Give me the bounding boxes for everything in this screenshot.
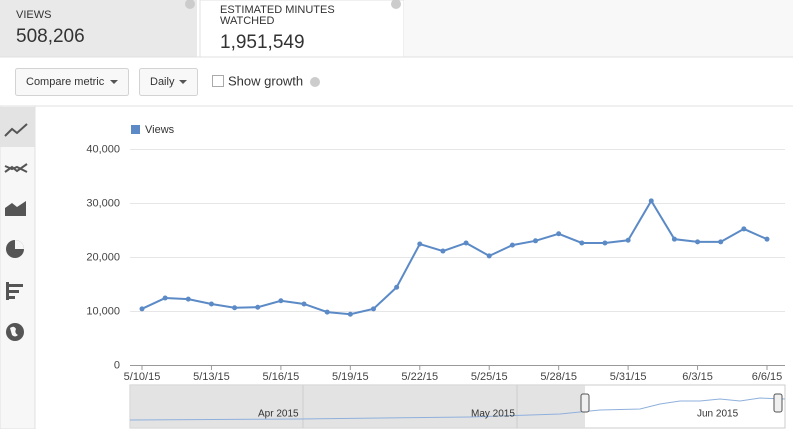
- sidebar: [0, 105, 36, 429]
- chart: 0 10,000 20,000 30,000 40,000 5/10/15 5/13/15 5…: [86, 124, 785, 383]
- metric-label: VIEWS: [16, 9, 51, 21]
- data-point: [324, 309, 330, 315]
- x-tick-label: 6/6/15: [752, 371, 783, 383]
- area-icon[interactable]: [5, 201, 26, 216]
- y-tick-label: 40,000: [86, 143, 120, 155]
- x-tick-label: 5/22/15: [401, 371, 438, 383]
- data-point: [440, 248, 446, 254]
- metric-value: 1,951,549: [220, 32, 305, 53]
- metric-label: ESTIMATED MINUTES: [220, 4, 335, 16]
- navigator-label: May 2015: [471, 409, 515, 420]
- y-tick-label: 0: [114, 359, 120, 371]
- checkbox[interactable]: [212, 75, 224, 87]
- compare-button[interactable]: [15, 68, 129, 96]
- metric-tab[interactable]: [199, 0, 405, 58]
- period-button[interactable]: [139, 68, 198, 96]
- x-tick-label: 5/16/15: [263, 371, 300, 383]
- data-point: [394, 284, 400, 290]
- data-point: [764, 236, 770, 242]
- legend-swatch: [131, 125, 140, 134]
- data-point: [463, 240, 469, 246]
- dropdown-arrow: [110, 80, 118, 84]
- data-point: [301, 301, 307, 307]
- dropdown-arrow: [179, 80, 187, 84]
- chart-type-selected[interactable]: [0, 107, 35, 147]
- navigator-handle[interactable]: [580, 393, 590, 413]
- help-icon[interactable]: [310, 77, 320, 87]
- data-point: [718, 239, 724, 245]
- x-tick-label: 5/31/15: [610, 371, 647, 383]
- data-point: [741, 226, 747, 232]
- metric-label: WATCHED: [220, 15, 274, 27]
- data-point: [255, 304, 261, 310]
- x-tick-label: 6/3/15: [682, 371, 713, 383]
- navigator-handle[interactable]: [773, 393, 783, 413]
- help-icon[interactable]: [185, 0, 195, 9]
- data-point: [625, 237, 631, 243]
- x-tick-label: 5/19/15: [332, 371, 369, 383]
- multi-line-icon[interactable]: [4, 163, 28, 173]
- data-point: [695, 239, 701, 245]
- x-tick-label: 5/10/15: [124, 371, 161, 383]
- data-point: [347, 311, 353, 317]
- data-point: [533, 238, 539, 244]
- bar-icon[interactable]: [6, 282, 23, 300]
- tab-bar-fill: [404, 0, 793, 57]
- pie-icon: [15, 240, 24, 249]
- data-point: [208, 301, 214, 307]
- y-tick-label: 20,000: [86, 251, 120, 263]
- data-point: [486, 253, 492, 259]
- navigator-mask: [130, 385, 585, 428]
- map-icon: [10, 326, 18, 337]
- data-point: [556, 231, 562, 237]
- y-tick-label: 30,000: [86, 197, 120, 209]
- x-tick-label: 5/13/15: [193, 371, 230, 383]
- help-icon[interactable]: [391, 0, 401, 9]
- data-point: [671, 236, 677, 242]
- data-point: [417, 241, 423, 247]
- data-point: [278, 298, 284, 304]
- x-tick-label: 5/28/15: [540, 371, 577, 383]
- data-point: [602, 240, 608, 246]
- button-label: Compare metric: [26, 76, 105, 88]
- data-point: [370, 306, 376, 312]
- y-tick-label: 10,000: [86, 305, 120, 317]
- legend-label: Views: [145, 124, 175, 136]
- data-point: [648, 198, 654, 204]
- data-point: [509, 242, 515, 248]
- x-tick-label: 5/25/15: [471, 371, 508, 383]
- metric-value: 508,206: [16, 26, 85, 47]
- button-label: Daily: [150, 76, 175, 88]
- data-point: [185, 296, 191, 302]
- navigator-label: Jun 2015: [697, 409, 739, 420]
- line-icon[interactable]: [4, 123, 28, 137]
- data-point: [232, 305, 238, 311]
- navigator-line: [129, 397, 786, 421]
- data-point: [579, 240, 585, 246]
- series-line: [141, 198, 768, 316]
- navigator-label: Apr 2015: [258, 409, 299, 420]
- data-point: [139, 306, 145, 312]
- data-point: [162, 295, 168, 301]
- metric-tab[interactable]: [0, 0, 197, 57]
- checkbox-label: Show growth: [228, 73, 303, 88]
